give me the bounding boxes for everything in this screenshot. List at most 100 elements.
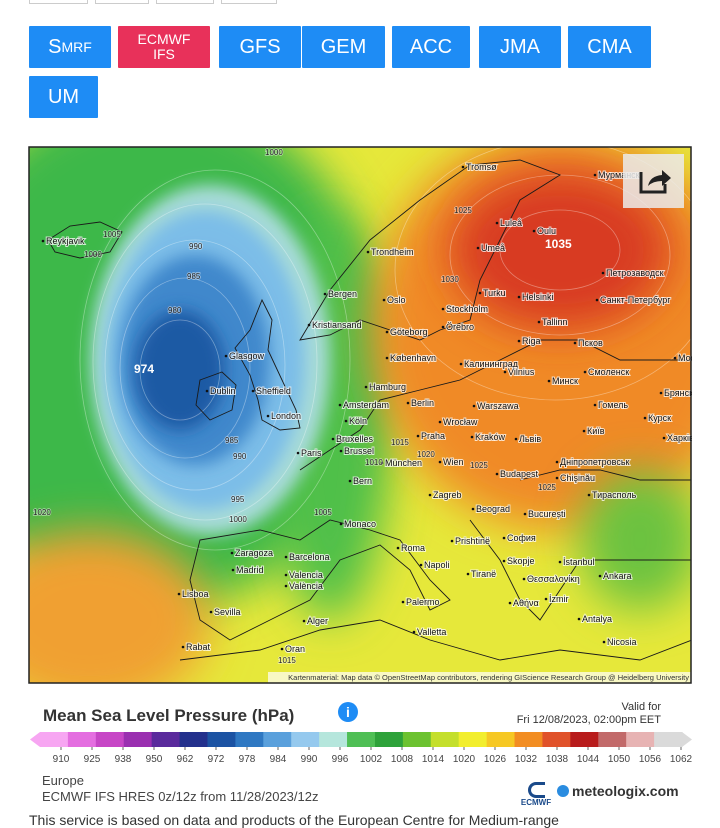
city-dot bbox=[401, 600, 405, 604]
city-label: Bern bbox=[353, 476, 372, 486]
city-dot bbox=[673, 356, 677, 360]
city-label: Helsinki bbox=[522, 292, 554, 302]
city-dot bbox=[659, 391, 663, 395]
city-dot bbox=[205, 389, 209, 393]
button-label[interactable]: S bbox=[48, 35, 62, 58]
colorbar-cell bbox=[598, 732, 627, 747]
city-label: Tiranë bbox=[471, 569, 496, 579]
info-icon[interactable] bbox=[338, 702, 358, 722]
isobar-label: 974 bbox=[134, 362, 154, 376]
button-label[interactable]: ACC bbox=[409, 35, 453, 58]
city-label: Ankara bbox=[603, 571, 632, 581]
colorbar-tick-label: 1056 bbox=[639, 754, 662, 765]
city-dot bbox=[502, 536, 506, 540]
tab-stub bbox=[156, 0, 214, 4]
tab-stub bbox=[95, 0, 149, 4]
city-dot bbox=[478, 291, 482, 295]
city-label: London bbox=[271, 411, 301, 421]
city-dot bbox=[284, 584, 288, 588]
city-dot bbox=[406, 401, 410, 405]
isobar-label: 1025 bbox=[454, 206, 472, 215]
low-core bbox=[135, 310, 225, 430]
ecmwf-mark bbox=[527, 782, 545, 798]
city-label: Skopje bbox=[507, 556, 535, 566]
city-label: Kraków bbox=[475, 432, 506, 442]
share-button[interactable] bbox=[623, 154, 684, 208]
city-dot bbox=[230, 551, 234, 555]
city-dot bbox=[438, 420, 442, 424]
city-dot bbox=[251, 389, 255, 393]
city-dot bbox=[296, 451, 300, 455]
colorbar-tick-label: 984 bbox=[270, 754, 287, 765]
city-label: Napoli bbox=[424, 560, 450, 570]
share-icon[interactable] bbox=[639, 172, 667, 194]
city-dot bbox=[419, 563, 423, 567]
city-label: Bergen bbox=[328, 289, 357, 299]
button-label[interactable]: IFS bbox=[153, 46, 175, 62]
city-dot bbox=[307, 323, 311, 327]
city-dot bbox=[41, 239, 45, 243]
colorbar-cell bbox=[402, 732, 432, 747]
share-arrow[interactable] bbox=[648, 170, 671, 186]
colorbar-cell bbox=[626, 732, 655, 747]
colorbar-cell bbox=[207, 732, 236, 747]
brand-logo: meteologix.com bbox=[557, 783, 679, 799]
city-label: Turku bbox=[483, 288, 506, 298]
city-dot bbox=[587, 493, 591, 497]
model-button[interactable]: GFS bbox=[219, 26, 301, 68]
model-button[interactable]: GEM bbox=[302, 26, 385, 68]
city-label: İstanbul bbox=[563, 557, 595, 567]
notice: This service is based on data and produc… bbox=[29, 812, 559, 828]
model-button[interactable]: JMA bbox=[479, 26, 561, 68]
tab-stub bbox=[29, 0, 88, 4]
city-label: Valletta bbox=[417, 627, 446, 637]
button-sub[interactable]: MRF bbox=[61, 39, 92, 55]
city-label: Beograd bbox=[476, 504, 510, 514]
city-dot bbox=[284, 555, 288, 559]
isobar-label: 1020 bbox=[417, 450, 435, 459]
button-label[interactable]: JMA bbox=[500, 35, 540, 58]
model-button[interactable]: UM bbox=[29, 76, 98, 118]
button-label[interactable]: GFS bbox=[239, 35, 281, 58]
info-glyph[interactable]: i bbox=[346, 704, 350, 720]
button-label[interactable]: UM bbox=[47, 85, 80, 108]
city-label: Barcelona bbox=[289, 552, 330, 562]
info-button[interactable]: i bbox=[338, 702, 358, 722]
city-label: Смоленск bbox=[588, 367, 629, 377]
city-dot bbox=[280, 647, 284, 651]
city-dot bbox=[416, 434, 420, 438]
city-dot bbox=[555, 460, 559, 464]
legend-title: Mean Sea Level Pressure (hPa) bbox=[43, 706, 294, 725]
city-dot bbox=[338, 403, 342, 407]
city-dot bbox=[598, 574, 602, 578]
city-label: Chişinău bbox=[560, 473, 595, 483]
isobar-label: 1020 bbox=[33, 508, 51, 517]
field-red bbox=[450, 170, 670, 330]
legend: Mean Sea Level Pressure (hPa) i Valid fo… bbox=[30, 701, 693, 765]
colorbar-cell bbox=[430, 732, 460, 747]
city-label: München bbox=[385, 458, 422, 468]
city-dot bbox=[461, 165, 465, 169]
city-dot bbox=[323, 292, 327, 296]
model-button[interactable]: S MRF bbox=[29, 26, 111, 68]
attribution-bg bbox=[268, 672, 691, 683]
colorbar-cell bbox=[179, 732, 208, 747]
button-label[interactable]: ECMWF bbox=[137, 31, 191, 47]
model-button[interactable]: CMA bbox=[568, 26, 651, 68]
isobar-label: 1030 bbox=[441, 275, 459, 284]
city-label: Amsterdam bbox=[343, 400, 389, 410]
pressure-map: ReykjavikTromsøМурманскLuleåOuluUmeåTron… bbox=[28, 146, 692, 684]
city-label: Brussel bbox=[344, 446, 374, 456]
isobar-label: 1025 bbox=[470, 461, 488, 470]
city-label: Roma bbox=[401, 543, 425, 553]
model-button[interactable]: ECMWF IFS bbox=[118, 26, 210, 68]
city-label: Wrocław bbox=[443, 417, 478, 427]
city-label: Oulu bbox=[537, 226, 556, 236]
button-label[interactable]: CMA bbox=[587, 35, 632, 58]
isobar-label: 1015 bbox=[278, 656, 296, 665]
colorbar-tick-label: 1032 bbox=[515, 754, 538, 765]
model-button[interactable]: ACC bbox=[392, 26, 470, 68]
brand-text: meteologix.com bbox=[572, 783, 679, 799]
valid-time: Fri 12/08/2023, 02:00pm EET bbox=[517, 714, 662, 726]
button-label[interactable]: GEM bbox=[320, 35, 367, 58]
